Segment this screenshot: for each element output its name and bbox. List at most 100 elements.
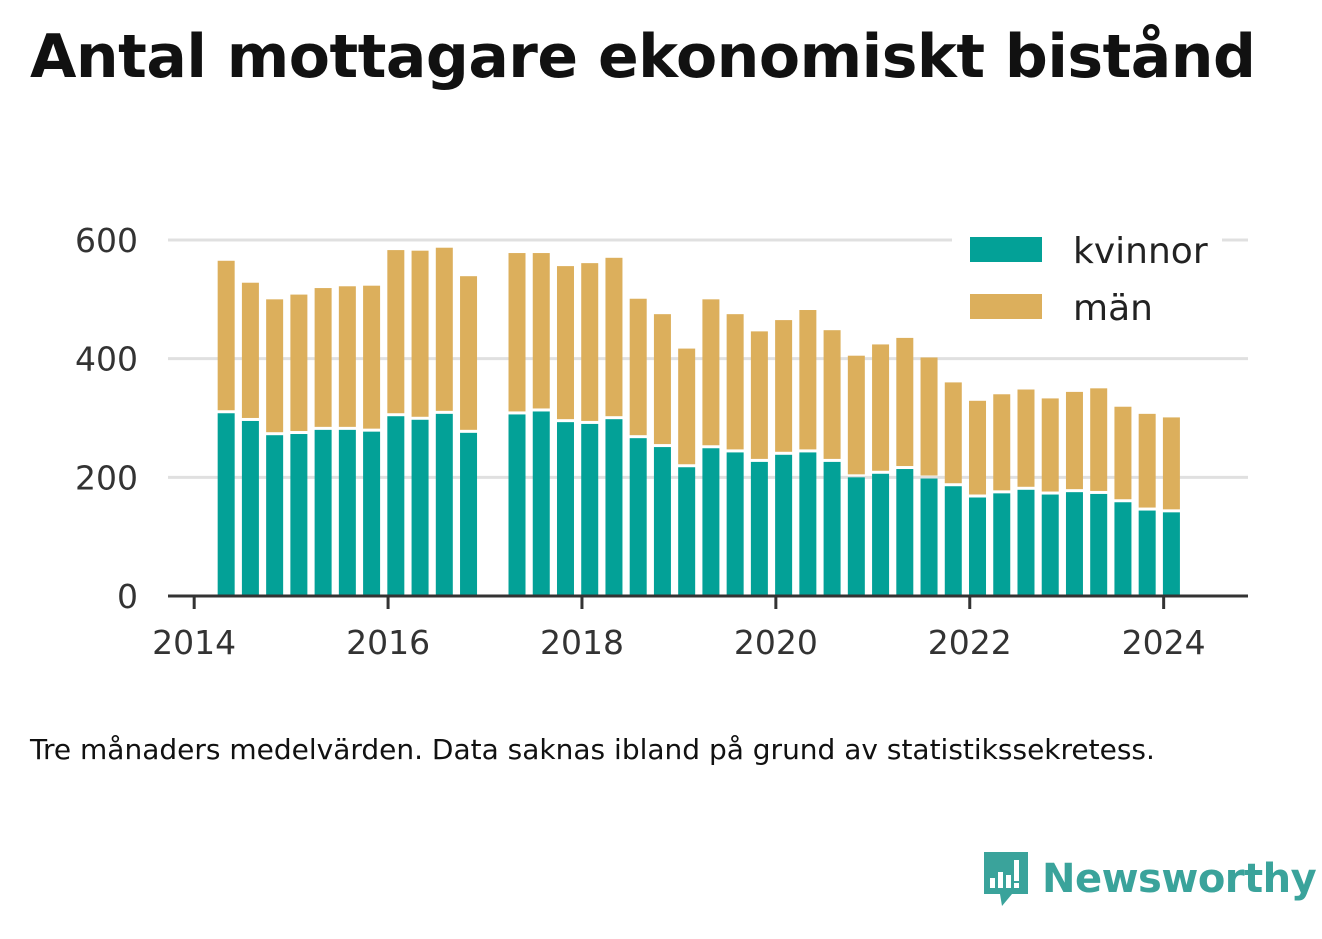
bar-kvinnor bbox=[1017, 489, 1035, 596]
bar-man bbox=[653, 314, 671, 445]
bar-kvinnor bbox=[314, 429, 332, 596]
bar-kvinnor bbox=[1114, 502, 1132, 596]
legend-label: kvinnor bbox=[1073, 231, 1208, 272]
bar-man bbox=[944, 382, 962, 484]
bar-kvinnor bbox=[1138, 510, 1156, 596]
bar-man bbox=[338, 286, 356, 427]
bar-kvinnor bbox=[363, 431, 381, 596]
axes: 0 200 400 600 2014 2016 2018 2020 2022 2024 bbox=[75, 221, 1248, 662]
bar-man bbox=[435, 247, 453, 411]
bar-man bbox=[896, 337, 914, 467]
bar-man bbox=[775, 320, 793, 452]
bar-kvinnor bbox=[1162, 512, 1180, 596]
legend: kvinnor män bbox=[952, 225, 1222, 340]
bar-kvinnor bbox=[338, 429, 356, 596]
bar-kvinnor bbox=[678, 467, 696, 596]
bar-kvinnor bbox=[1090, 493, 1108, 596]
bar-man bbox=[1065, 391, 1083, 490]
bar-man bbox=[1090, 388, 1108, 491]
bar-kvinnor bbox=[266, 435, 284, 596]
y-tick-label: 200 bbox=[75, 458, 138, 497]
bar-man bbox=[750, 331, 768, 459]
bar-man bbox=[993, 394, 1011, 491]
y-tick-label: 600 bbox=[75, 221, 138, 260]
bar-kvinnor bbox=[581, 423, 599, 596]
bar-kvinnor bbox=[872, 473, 890, 596]
bar-man bbox=[1114, 406, 1132, 500]
bar-kvinnor bbox=[460, 432, 478, 596]
bar-man bbox=[460, 276, 478, 430]
bar-kvinnor bbox=[775, 454, 793, 596]
x-tick-label: 2014 bbox=[152, 623, 236, 662]
bar-man bbox=[629, 298, 647, 436]
bar-kvinnor bbox=[241, 420, 259, 596]
bar-kvinnor bbox=[605, 419, 623, 596]
bar-man bbox=[532, 253, 550, 409]
bar-man bbox=[556, 266, 574, 420]
bar-man bbox=[363, 285, 381, 429]
bars bbox=[217, 247, 1180, 596]
bar-kvinnor bbox=[896, 469, 914, 596]
bar-man bbox=[799, 310, 817, 450]
chart-title: Antal mottagare ekonomiskt bistånd bbox=[30, 22, 1256, 92]
bar-kvinnor bbox=[726, 452, 744, 596]
bar-man bbox=[823, 330, 841, 459]
bar-man bbox=[847, 355, 865, 475]
x-tick-label: 2016 bbox=[346, 623, 430, 662]
bar-man bbox=[411, 250, 429, 417]
legend-label: män bbox=[1073, 288, 1153, 329]
bar-kvinnor bbox=[823, 461, 841, 596]
newsworthy-logo-icon bbox=[984, 852, 1028, 906]
bar-man bbox=[1138, 413, 1156, 508]
bar-man bbox=[290, 294, 308, 432]
x-tick-label: 2022 bbox=[928, 623, 1012, 662]
bar-kvinnor bbox=[944, 486, 962, 596]
bar-man bbox=[581, 263, 599, 421]
bar-kvinnor bbox=[702, 448, 720, 596]
y-tick-label: 0 bbox=[117, 577, 138, 616]
bar-kvinnor bbox=[1041, 494, 1059, 596]
bar-kvinnor bbox=[653, 447, 671, 596]
bar-man bbox=[241, 282, 259, 418]
bar-kvinnor bbox=[847, 477, 865, 596]
bar-kvinnor bbox=[387, 416, 405, 596]
bar-man bbox=[969, 400, 987, 495]
bar-kvinnor bbox=[1065, 492, 1083, 596]
bar-kvinnor bbox=[508, 414, 526, 596]
bar-man bbox=[217, 260, 235, 411]
bar-man bbox=[920, 357, 938, 476]
bar-kvinnor bbox=[556, 422, 574, 596]
bar-man bbox=[605, 257, 623, 417]
bar-kvinnor bbox=[217, 413, 235, 596]
bar-man bbox=[1162, 417, 1180, 510]
bar-kvinnor bbox=[993, 493, 1011, 596]
bar-kvinnor bbox=[750, 461, 768, 596]
bar-man bbox=[266, 299, 284, 433]
bar-man bbox=[387, 250, 405, 414]
bar-man bbox=[872, 344, 890, 471]
brand-logo[interactable]: Newsworthy bbox=[980, 848, 1317, 910]
bar-man bbox=[314, 288, 332, 427]
bar-man bbox=[1017, 389, 1035, 487]
x-tick-label: 2018 bbox=[540, 623, 624, 662]
legend-swatch-man bbox=[970, 294, 1042, 319]
bar-kvinnor bbox=[799, 452, 817, 596]
bar-kvinnor bbox=[969, 497, 987, 596]
bar-kvinnor bbox=[629, 438, 647, 596]
bar-kvinnor bbox=[435, 413, 453, 596]
brand-name: Newsworthy bbox=[1042, 856, 1317, 902]
bar-man bbox=[726, 314, 744, 450]
bar-man bbox=[702, 299, 720, 446]
bar-kvinnor bbox=[920, 478, 938, 596]
bar-man bbox=[678, 348, 696, 465]
legend-swatch-kvinnor bbox=[970, 237, 1042, 262]
bar-kvinnor bbox=[532, 411, 550, 596]
x-tick-label: 2024 bbox=[1122, 623, 1206, 662]
footnote: Tre månaders medelvärden. Data saknas ib… bbox=[30, 733, 1155, 766]
x-tick-label: 2020 bbox=[734, 623, 818, 662]
y-tick-label: 400 bbox=[75, 340, 138, 379]
bar-man bbox=[1041, 398, 1059, 492]
bar-man bbox=[508, 253, 526, 412]
bar-kvinnor bbox=[411, 419, 429, 596]
